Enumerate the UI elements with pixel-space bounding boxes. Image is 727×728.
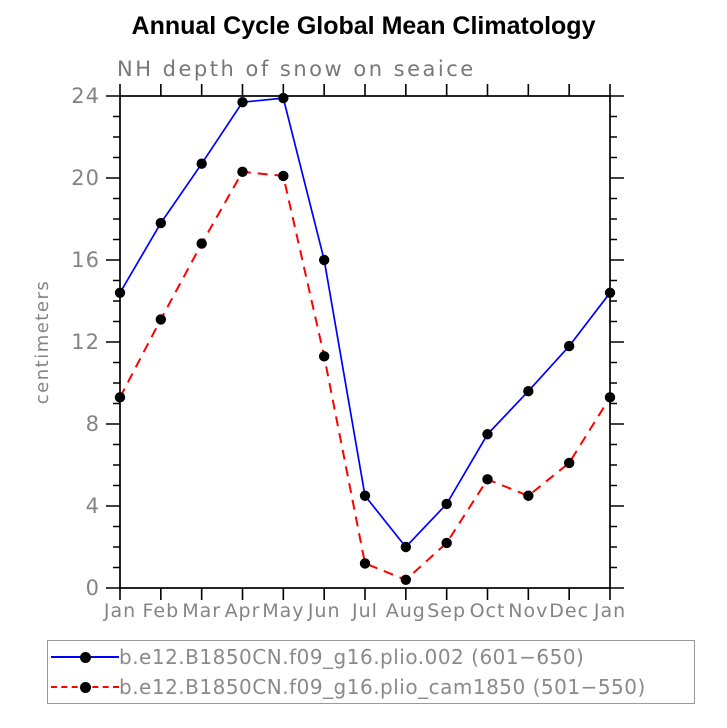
x-tick-label: Jan (593, 600, 626, 622)
y-axis-title: centimeters (32, 280, 53, 404)
x-tick-label: Mar (182, 600, 221, 622)
data-point (278, 92, 289, 104)
y-tick-label: 24 (71, 84, 100, 108)
data-point (523, 386, 534, 397)
x-tick-label: Nov (508, 600, 548, 622)
y-tick-label: 4 (86, 494, 100, 518)
x-tick-label: Jul (351, 600, 378, 622)
line-chart: Jan Feb Mar Apr May Jun Jul Aug Sep Oct Nov Dec Jan0… (32, 84, 626, 622)
data-point (278, 170, 289, 182)
legend: b.e12.B1850CN.f09_g16.plio.002 (601−650)… (47, 640, 695, 704)
data-point (155, 314, 167, 325)
data-point (359, 490, 371, 501)
series-line-0 (119, 97, 611, 549)
data-point (196, 158, 207, 169)
x-tick-label: Dec (549, 600, 589, 622)
x-tick-label: Jun (307, 600, 341, 622)
y-tick-label: 0 (86, 576, 100, 600)
data-point (482, 474, 493, 485)
y-tick-label: 20 (71, 166, 100, 190)
x-tick-label: Oct (470, 600, 506, 622)
legend-item: b.e12.B1850CN.f09_g16.plio.002 (601−650) (51, 643, 694, 671)
data-point (237, 96, 248, 108)
x-tick-label: Apr (225, 600, 261, 622)
legend-item: b.e12.B1850CN.f09_g16.plio_cam1850 (501−… (51, 673, 694, 701)
x-tick-label: May (262, 600, 304, 622)
data-point (482, 429, 493, 440)
data-point (400, 574, 412, 585)
data-point (523, 490, 534, 501)
data-point (318, 254, 330, 266)
marker-dot-icon (80, 682, 91, 693)
x-tick-label: Feb (143, 600, 180, 622)
chart-title: Annual Cycle Global Mean Climatology (131, 12, 596, 40)
plot-frame (119, 95, 611, 589)
data-point (114, 392, 126, 403)
x-tick-label: Aug (386, 600, 426, 622)
data-point (400, 541, 412, 553)
legend-swatch-solid-line (51, 650, 119, 664)
data-point (114, 287, 126, 298)
data-point (563, 340, 575, 352)
legend-label: b.e12.B1850CN.f09_g16.plio_cam1850 (501−… (119, 675, 646, 699)
data-point (237, 166, 248, 178)
data-point (196, 238, 207, 249)
data-point (563, 457, 575, 469)
x-tick-label: Sep (427, 600, 466, 622)
y-tick-label: 16 (71, 248, 100, 272)
data-point (604, 392, 616, 403)
data-point (441, 537, 452, 549)
chart-subtitle: NH depth of snow on seaice (117, 57, 476, 81)
marker-dot-icon (80, 652, 91, 663)
series-line-1 (119, 170, 611, 581)
x-tick-label: Jan (103, 600, 136, 622)
data-point (441, 498, 452, 510)
data-point (155, 217, 167, 229)
legend-swatch-dashed-line (51, 680, 119, 694)
legend-label: b.e12.B1850CN.f09_g16.plio.002 (601−650) (119, 645, 585, 669)
data-point (604, 287, 616, 298)
data-point (318, 351, 330, 362)
y-tick-label: 8 (86, 412, 100, 436)
y-tick-label: 12 (71, 330, 100, 354)
data-point (359, 558, 371, 569)
